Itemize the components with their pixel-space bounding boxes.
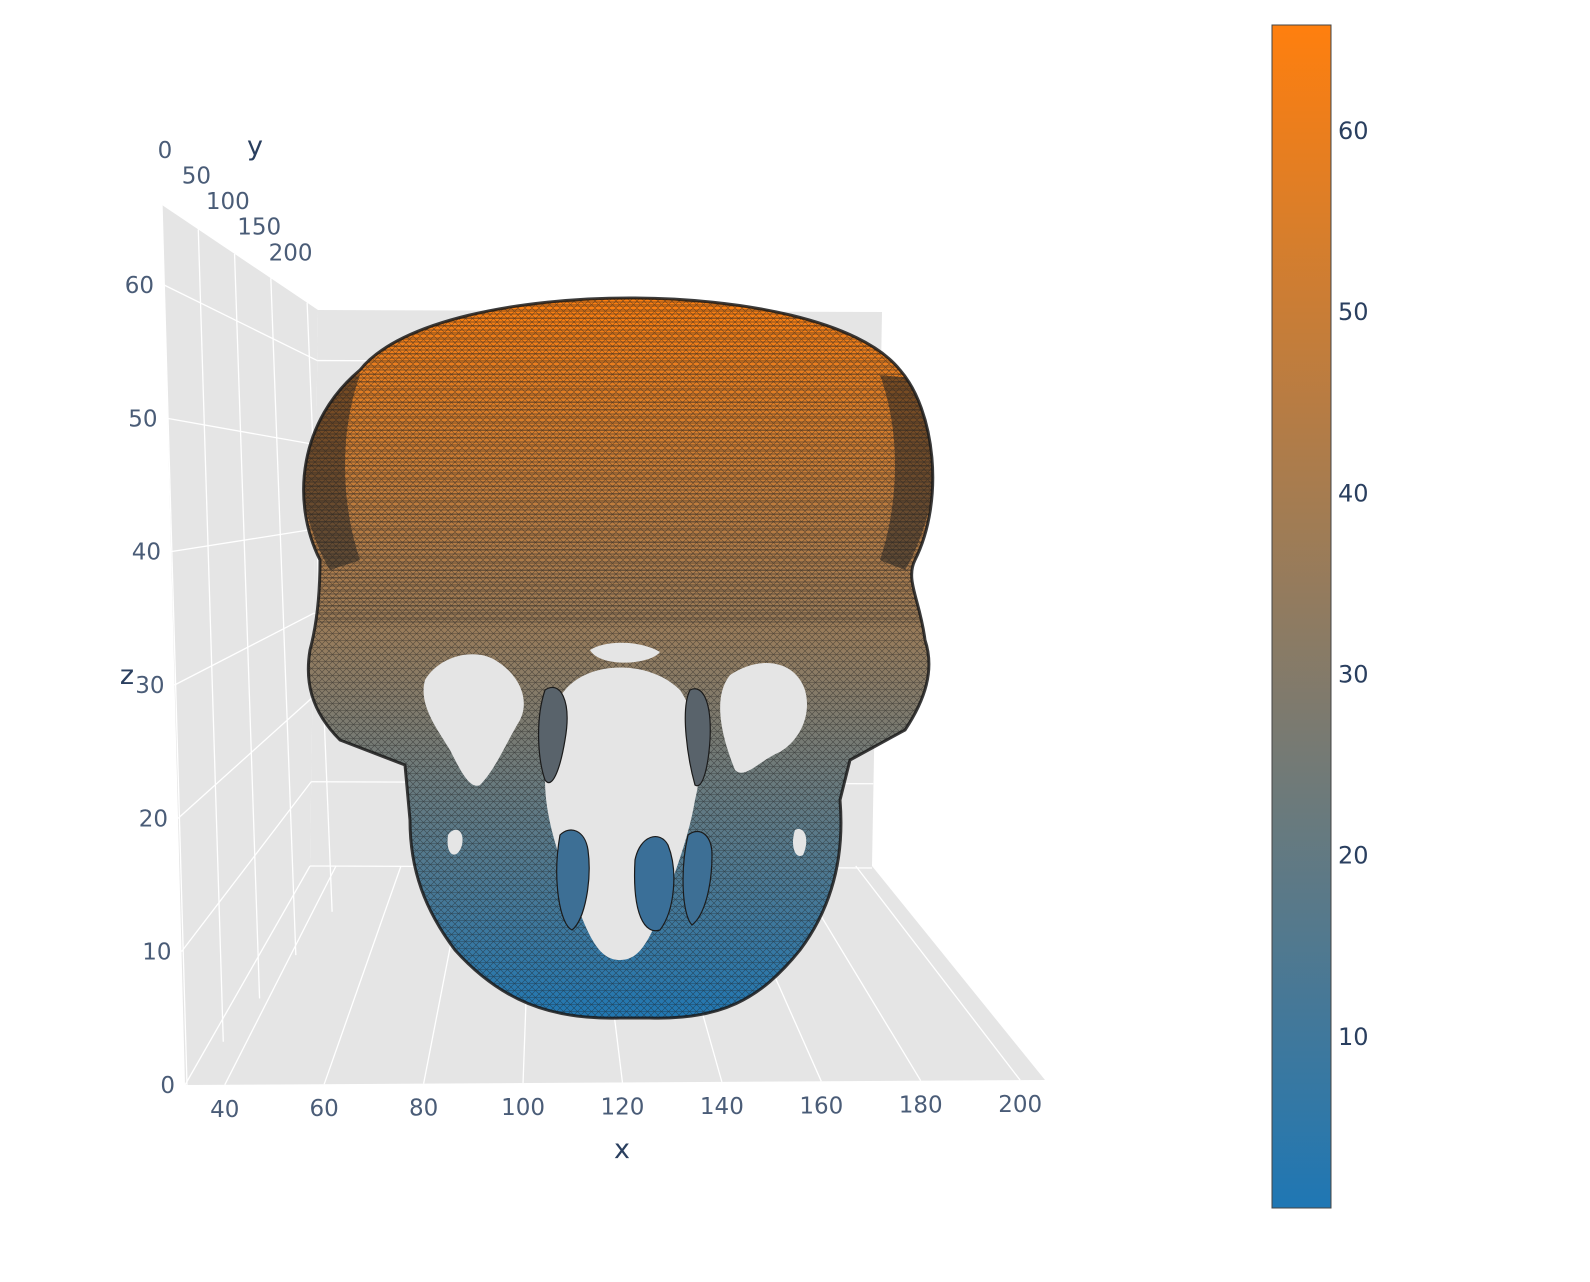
colorbar: 10 20 30 40 50 60 <box>1271 24 1369 1209</box>
x-gridline <box>323 865 402 1085</box>
x-tick-label: 60 <box>310 1096 339 1122</box>
right-orbit-void <box>720 663 808 773</box>
z-gridline <box>170 528 315 553</box>
colorbar-tick-label: 10 <box>1338 1023 1369 1051</box>
x-tick-label: 160 <box>799 1093 843 1119</box>
y-gridline <box>233 253 261 999</box>
colorbar-tick-label: 40 <box>1338 479 1369 507</box>
y-tick-label: 100 <box>206 189 250 215</box>
colorbar-ticks: 10 20 30 40 50 60 <box>1338 117 1369 1051</box>
x-gridline <box>855 865 1021 1081</box>
x-tick-label: 100 <box>501 1095 545 1121</box>
cranium-right-shade <box>880 375 933 570</box>
right-jaw-gap <box>792 829 807 856</box>
x-tick-label: 200 <box>998 1092 1042 1118</box>
z-tick-label: 0 <box>160 1073 175 1099</box>
left-orbit-void <box>423 654 524 786</box>
x-tick-label: 140 <box>700 1094 744 1120</box>
left-nasal-bone <box>538 686 568 784</box>
left-jaw-gap <box>447 829 463 855</box>
y-tick-label: 150 <box>237 215 281 241</box>
z-tick-label: 20 <box>139 806 168 832</box>
colorbar-tick-label: 60 <box>1338 117 1369 145</box>
y-gridline <box>197 229 224 1042</box>
y-tick-label: 0 <box>158 138 173 164</box>
y-tick-label: 50 <box>182 164 211 190</box>
mesh-surface <box>302 296 935 1020</box>
x-gridline <box>224 865 337 1086</box>
z-tick-label: 10 <box>142 940 171 966</box>
mesh-bone-fragments <box>538 686 713 932</box>
z-tick-label: 40 <box>132 540 161 566</box>
z-gridline <box>184 865 311 1086</box>
colorbar-tick-label: 20 <box>1338 842 1369 870</box>
left-inner-tooth <box>556 829 590 931</box>
x-tick-label: 40 <box>210 1097 239 1123</box>
center-tooth <box>633 835 675 932</box>
z-axis-title: z <box>120 660 134 691</box>
colorbar-tick-label: 50 <box>1338 298 1369 326</box>
colorbar-tick-label: 30 <box>1338 661 1369 689</box>
z-tick-label: 30 <box>135 673 164 699</box>
x-tick-label: 180 <box>899 1093 943 1119</box>
side-wall <box>162 205 318 1085</box>
z-gridline <box>180 781 312 953</box>
right-nasal-bone <box>684 688 711 787</box>
z-gridline <box>174 612 314 686</box>
z-tick-label: 60 <box>125 273 154 299</box>
z-gridline <box>167 417 317 446</box>
axes-labels: 40 60 80 100 120 140 160 180 200 x 0 10 20 30 40 50 60 z 0… <box>120 131 1042 1165</box>
x-tick-label: 80 <box>409 1096 438 1122</box>
x-tick-label: 120 <box>601 1094 645 1120</box>
colorbar-gradient <box>1271 24 1332 1209</box>
mesh-outline <box>302 296 935 1020</box>
y-gridline <box>270 278 297 956</box>
y-axis-title: y <box>247 131 263 162</box>
y-gridline <box>161 204 188 1086</box>
z-gridline <box>163 284 318 362</box>
right-inner-tooth <box>682 830 713 926</box>
upper-nasal-void <box>590 642 660 663</box>
y-tick-label: 200 <box>269 240 313 266</box>
x-axis-title: x <box>614 1134 630 1165</box>
z-gridline <box>177 697 313 819</box>
z-tick-label: 50 <box>128 406 157 432</box>
